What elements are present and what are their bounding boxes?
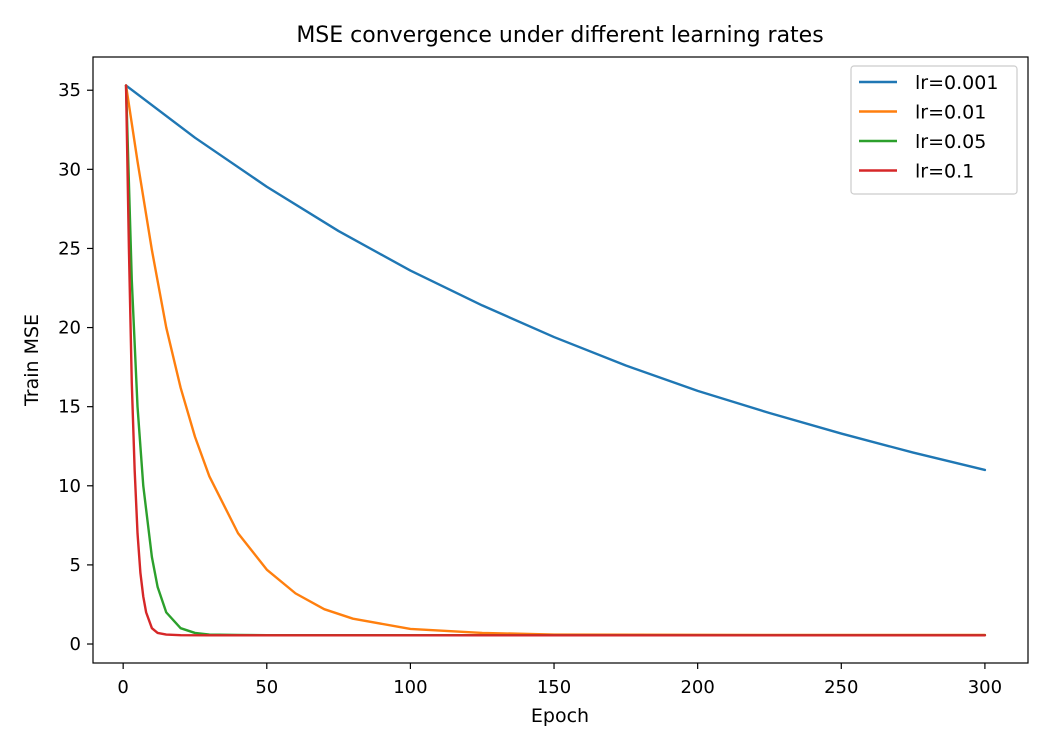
chart-title: MSE convergence under different learning… [296, 23, 823, 48]
plot-area: 0 50 100 150 200 250 300 0 5 10 15 20 25 30 35 lr=0.001… [58, 56, 1029, 698]
x-tick-label: 200 [680, 677, 714, 698]
series-line-0 [124, 84, 987, 472]
y-axis-label: Train MSE [21, 314, 43, 407]
y-tick-label: 10 [58, 476, 81, 497]
plot-frame [92, 56, 1029, 664]
x-tick-label: 150 [537, 677, 571, 698]
y-tick-label: 5 [70, 555, 81, 576]
x-tick-label: 300 [968, 677, 1002, 698]
x-tick-label: 100 [393, 677, 427, 698]
series-line-3 [124, 84, 987, 637]
x-axis-label: Epoch [531, 705, 589, 727]
y-tick-label: 15 [58, 397, 81, 418]
y-tick-label: 30 [58, 159, 81, 180]
y-tick-label: 20 [58, 318, 81, 339]
y-tick-label: 35 [58, 80, 81, 101]
x-tick-label: 50 [255, 677, 278, 698]
x-tick-label: 250 [824, 677, 858, 698]
legend-box [850, 65, 1018, 195]
y-tick-label: 25 [58, 238, 81, 259]
x-tick-label: 0 [117, 677, 128, 698]
y-tick-label: 0 [70, 634, 81, 655]
legend-label: lr=0.01 [915, 102, 986, 124]
legend-label: lr=0.1 [915, 161, 974, 183]
legend-label: lr=0.001 [915, 72, 998, 94]
legend-label: lr=0.05 [915, 131, 986, 153]
